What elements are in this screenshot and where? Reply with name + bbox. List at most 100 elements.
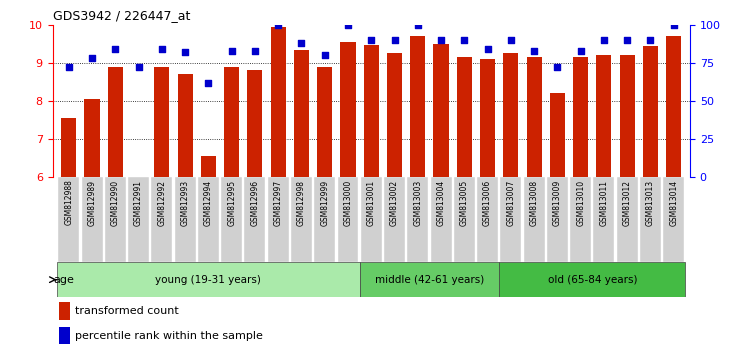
FancyBboxPatch shape	[105, 177, 126, 262]
Text: GDS3942 / 226447_at: GDS3942 / 226447_at	[53, 9, 190, 22]
Bar	[410, 36, 425, 177]
Text: GSM813001: GSM813001	[367, 179, 376, 225]
FancyBboxPatch shape	[268, 177, 289, 262]
FancyBboxPatch shape	[477, 177, 498, 262]
FancyBboxPatch shape	[430, 177, 451, 262]
Text: GSM812990: GSM812990	[111, 179, 120, 225]
Text: GSM812995: GSM812995	[227, 179, 236, 225]
Text: GSM812996: GSM812996	[251, 179, 260, 225]
Bar	[340, 42, 356, 177]
Point	[435, 37, 447, 43]
Bar	[433, 44, 448, 177]
Bar	[178, 74, 193, 177]
FancyBboxPatch shape	[500, 177, 521, 262]
Bar	[248, 70, 262, 177]
Point	[644, 37, 656, 43]
Point	[319, 52, 331, 58]
Point	[668, 22, 680, 28]
Text: old (65-84 years): old (65-84 years)	[548, 275, 637, 285]
FancyBboxPatch shape	[524, 177, 544, 262]
Bar	[526, 57, 542, 177]
Point	[133, 64, 145, 70]
Point	[412, 22, 424, 28]
Text: GSM812999: GSM812999	[320, 179, 329, 225]
Bar	[154, 67, 170, 177]
Text: GSM812988: GSM812988	[64, 179, 74, 225]
Point	[272, 22, 284, 28]
Text: GSM813014: GSM813014	[669, 179, 678, 225]
FancyBboxPatch shape	[570, 177, 591, 262]
Point	[63, 64, 75, 70]
Point	[388, 37, 400, 43]
Bar	[271, 27, 286, 177]
FancyBboxPatch shape	[221, 177, 242, 262]
FancyBboxPatch shape	[314, 177, 335, 262]
Text: age: age	[53, 275, 74, 285]
Bar	[573, 57, 588, 177]
FancyBboxPatch shape	[291, 177, 312, 262]
Bar	[317, 67, 332, 177]
Text: young (19-31 years): young (19-31 years)	[155, 275, 261, 285]
Bar	[480, 59, 495, 177]
Text: GSM813002: GSM813002	[390, 179, 399, 225]
Text: GSM812993: GSM812993	[181, 179, 190, 225]
Bar	[550, 93, 565, 177]
FancyBboxPatch shape	[500, 262, 686, 297]
Text: GSM812989: GSM812989	[88, 179, 97, 225]
Point	[482, 46, 494, 52]
FancyBboxPatch shape	[57, 262, 359, 297]
FancyBboxPatch shape	[128, 177, 149, 262]
FancyBboxPatch shape	[361, 177, 382, 262]
Point	[156, 46, 168, 52]
Point	[505, 37, 517, 43]
Text: GSM813013: GSM813013	[646, 179, 655, 225]
Text: GSM813003: GSM813003	[413, 179, 422, 226]
FancyBboxPatch shape	[58, 177, 80, 262]
Bar	[666, 36, 681, 177]
Bar	[364, 45, 379, 177]
Text: GSM812998: GSM812998	[297, 179, 306, 225]
FancyBboxPatch shape	[547, 177, 568, 262]
Text: GSM813009: GSM813009	[553, 179, 562, 226]
Bar	[387, 53, 402, 177]
Text: GSM813008: GSM813008	[530, 179, 538, 225]
Bar	[503, 53, 518, 177]
FancyBboxPatch shape	[616, 177, 638, 262]
Bar	[85, 99, 100, 177]
FancyBboxPatch shape	[198, 177, 219, 262]
FancyBboxPatch shape	[359, 262, 500, 297]
Point	[202, 80, 214, 85]
Bar	[62, 118, 76, 177]
Text: GSM813007: GSM813007	[506, 179, 515, 226]
Bar	[596, 55, 611, 177]
FancyBboxPatch shape	[640, 177, 661, 262]
FancyBboxPatch shape	[152, 177, 172, 262]
Text: percentile rank within the sample: percentile rank within the sample	[75, 331, 262, 341]
FancyBboxPatch shape	[384, 177, 405, 262]
Text: GSM813004: GSM813004	[436, 179, 445, 226]
Text: GSM812991: GSM812991	[134, 179, 143, 225]
Point	[342, 22, 354, 28]
Text: GSM813006: GSM813006	[483, 179, 492, 226]
Bar	[58, 302, 70, 320]
Bar	[108, 67, 123, 177]
Text: GSM813011: GSM813011	[599, 179, 608, 225]
Text: GSM813010: GSM813010	[576, 179, 585, 225]
Point	[249, 48, 261, 53]
FancyBboxPatch shape	[82, 177, 103, 262]
Point	[365, 37, 377, 43]
Text: transformed count: transformed count	[75, 306, 178, 316]
FancyBboxPatch shape	[244, 177, 266, 262]
Bar	[643, 46, 658, 177]
Text: GSM812992: GSM812992	[158, 179, 166, 225]
Text: middle (42-61 years): middle (42-61 years)	[375, 275, 484, 285]
Point	[86, 56, 98, 61]
FancyBboxPatch shape	[593, 177, 614, 262]
Bar	[457, 57, 472, 177]
Point	[574, 48, 586, 53]
Text: GSM813005: GSM813005	[460, 179, 469, 226]
FancyBboxPatch shape	[175, 177, 196, 262]
FancyBboxPatch shape	[454, 177, 475, 262]
Point	[598, 37, 610, 43]
Bar	[201, 156, 216, 177]
